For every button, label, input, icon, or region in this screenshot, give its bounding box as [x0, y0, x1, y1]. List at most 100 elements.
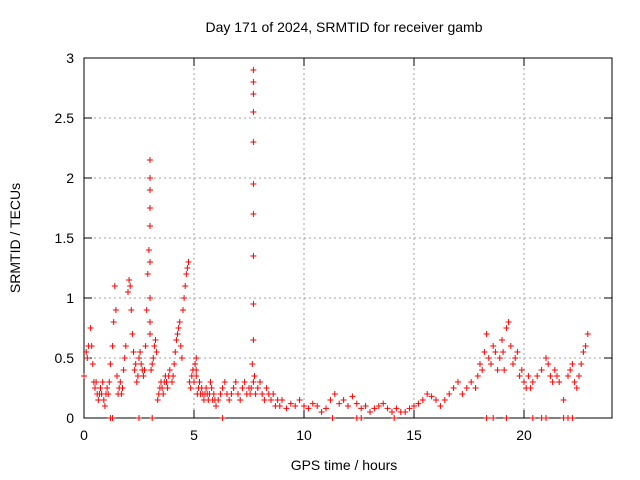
data-point: [83, 349, 90, 355]
data-point: [529, 415, 536, 421]
data-point: [192, 361, 199, 367]
y-tick-label: 2: [66, 170, 74, 186]
data-point: [184, 265, 191, 271]
data-point: [384, 405, 391, 412]
data-point: [87, 325, 94, 331]
x-axis-ticks: 0 5 10 15 20: [80, 58, 532, 443]
data-point: [137, 349, 144, 355]
data-point: [203, 385, 210, 391]
data-point: [250, 79, 257, 85]
data-point: [567, 367, 574, 373]
data-point: [182, 283, 189, 289]
data-point: [92, 385, 98, 391]
data-point: [279, 397, 285, 403]
data-point: [549, 379, 556, 385]
data-point: [287, 400, 294, 407]
data-point: [554, 373, 560, 379]
data-point: [254, 385, 261, 391]
data-point: [173, 337, 180, 343]
data-point: [250, 211, 257, 217]
data-point: [459, 391, 466, 397]
data-point: [109, 343, 116, 349]
data-point: [215, 397, 222, 403]
data-point: [301, 403, 307, 409]
data-point: [411, 403, 417, 409]
y-tick-label: 2.5: [55, 110, 75, 126]
data-point: [177, 343, 184, 349]
data-point: [578, 361, 585, 367]
data-point: [193, 355, 200, 361]
data-point: [415, 400, 422, 407]
data-point: [261, 397, 268, 403]
x-tick-label: 20: [516, 427, 532, 443]
data-point: [283, 405, 290, 412]
data-point: [437, 403, 444, 409]
data-point: [250, 181, 257, 187]
data-point: [118, 391, 125, 397]
data-point: [138, 361, 145, 367]
data-point: [125, 289, 131, 295]
y-tick-label: 1.5: [55, 230, 75, 246]
data-point: [419, 397, 426, 403]
data-point: [547, 373, 554, 379]
data-point: [208, 385, 215, 391]
data-point: [150, 355, 157, 361]
data-point: [488, 361, 494, 367]
data-point: [230, 385, 237, 391]
data-point: [276, 403, 283, 409]
data-point: [250, 379, 257, 385]
y-tick-label: 1: [66, 290, 74, 306]
data-point: [492, 349, 499, 355]
data-point: [545, 361, 552, 367]
data-point: [213, 403, 219, 409]
data-point: [147, 319, 153, 325]
data-point: [149, 415, 156, 421]
data-point: [239, 385, 246, 391]
data-point: [117, 379, 124, 385]
data-point: [207, 379, 214, 385]
data-point: [181, 295, 188, 301]
data-point: [483, 415, 490, 421]
data-point: [248, 385, 255, 391]
data-point: [145, 247, 152, 253]
data-point: [249, 361, 256, 367]
data-point: [323, 405, 329, 412]
data-point: [105, 391, 112, 397]
data-point: [507, 343, 514, 349]
data-point: [247, 391, 254, 397]
x-tick-label: 10: [296, 427, 312, 443]
data-point: [259, 391, 266, 397]
y-tick-label: 3: [66, 50, 74, 66]
data-point: [193, 367, 200, 373]
data-point: [571, 379, 578, 385]
data-point: [292, 403, 299, 409]
grid-lines: [84, 58, 612, 418]
data-point: [477, 361, 483, 367]
data-point: [367, 409, 373, 415]
data-point: [119, 385, 126, 391]
chart-title: Day 171 of 2024, SRMTID for receiver gam…: [205, 19, 482, 35]
data-point: [582, 343, 589, 349]
data-point: [210, 391, 217, 397]
data-point: [185, 259, 192, 265]
data-point: [99, 379, 106, 385]
data-point: [485, 355, 492, 361]
data-point: [140, 373, 147, 379]
data-point: [565, 373, 571, 379]
data-point: [250, 91, 257, 97]
data-point: [147, 295, 153, 301]
data-point: [130, 349, 137, 355]
data-point: [505, 319, 512, 325]
data-point: [483, 331, 490, 337]
data-points: [81, 67, 591, 421]
data-point: [232, 379, 239, 385]
data-point: [527, 385, 534, 391]
data-point: [106, 379, 113, 385]
data-point: [499, 337, 505, 343]
data-point: [147, 187, 153, 193]
data-point: [474, 373, 481, 379]
data-point: [147, 175, 153, 181]
data-point: [109, 415, 116, 421]
data-point: [512, 355, 519, 361]
x-tick-label: 0: [80, 427, 88, 443]
